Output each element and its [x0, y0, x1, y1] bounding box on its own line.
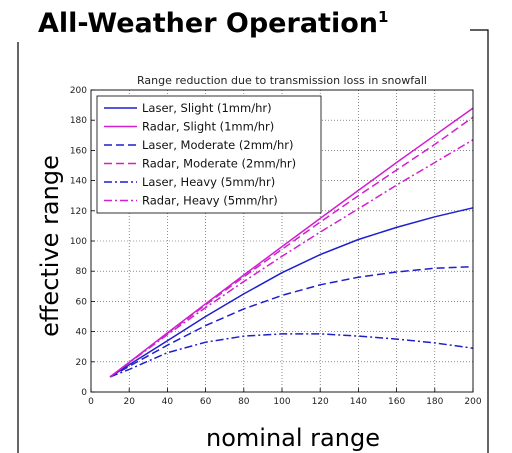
x-tick-label: 0 — [88, 397, 94, 407]
y-tick-label: 200 — [70, 86, 87, 96]
x-tick-label: 200 — [464, 397, 481, 407]
y-tick-label: 0 — [81, 388, 87, 398]
y-tick-label: 180 — [70, 116, 87, 126]
series-line-2 — [109, 107, 474, 378]
y-tick-label: 60 — [76, 297, 88, 307]
plot-axes-box — [90, 89, 474, 393]
y-tick-label: 160 — [70, 146, 87, 156]
heading-footnote-marker: 1 — [377, 8, 389, 26]
slide-heading-text: All-Weather Operation — [38, 8, 378, 39]
y-axis-label: effective range — [36, 155, 64, 337]
y-tick-label: 20 — [76, 358, 88, 368]
series-line-6 — [109, 139, 474, 378]
x-axis-label: nominal range — [206, 424, 380, 452]
legend-label: Radar, Slight (1mm/hr) — [142, 120, 274, 134]
y-tick-label: 80 — [76, 267, 88, 277]
x-tick-label: 100 — [273, 397, 290, 407]
legend-label: Radar, Heavy (5mm/hr) — [142, 194, 278, 208]
series-line-5 — [109, 333, 474, 378]
slide-heading: All-Weather Operation1 — [34, 8, 395, 39]
y-tick-label: 120 — [70, 207, 87, 217]
legend-label: Laser, Slight (1mm/hr) — [142, 101, 272, 115]
y-tick-label: 140 — [70, 177, 87, 187]
x-tick-label: 160 — [388, 397, 405, 407]
x-tick-label: 140 — [350, 397, 367, 407]
x-tick-label: 80 — [238, 397, 250, 407]
x-tick-label: 180 — [426, 397, 443, 407]
frame-border — [17, 29, 489, 453]
chart-title: Range reduction due to transmission loss… — [137, 74, 427, 87]
x-tick-label: 60 — [200, 397, 212, 407]
x-tick-label: 40 — [162, 397, 174, 407]
legend-label: Laser, Heavy (5mm/hr) — [142, 175, 275, 189]
legend-label: Laser, Moderate (2mm/hr) — [142, 138, 294, 152]
legend-label: Radar, Moderate (2mm/hr) — [142, 157, 296, 171]
y-tick-label: 100 — [70, 237, 87, 247]
x-tick-label: 120 — [312, 397, 329, 407]
y-tick-label: 40 — [76, 328, 88, 338]
x-tick-label: 20 — [123, 397, 135, 407]
series-line-1 — [109, 207, 474, 378]
series-line-3 — [109, 265, 474, 378]
legend-box — [96, 95, 322, 214]
